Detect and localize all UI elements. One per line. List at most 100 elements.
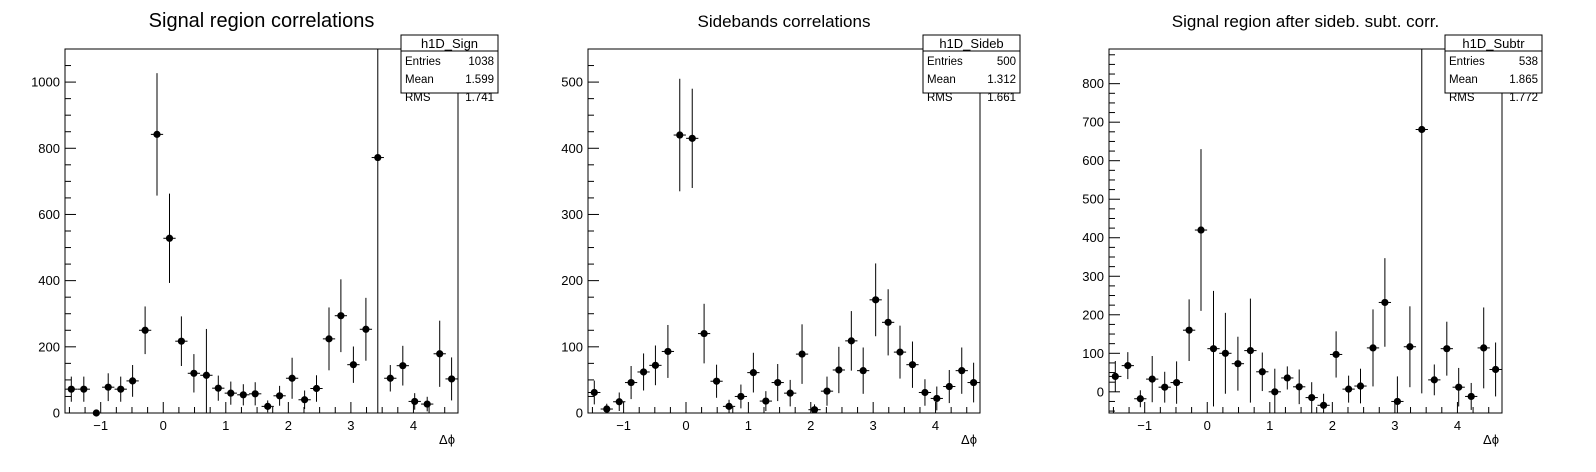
data-point bbox=[337, 312, 345, 320]
axes-frame: −1 0 1 2 3 4 0 100 200 300 400 500 bbox=[561, 48, 981, 433]
stats-entries-value: 538 bbox=[1519, 56, 1538, 68]
y-tick-label: 0 bbox=[576, 406, 583, 421]
y-tick-label: 600 bbox=[1082, 153, 1104, 168]
stats-mean-label: Mean bbox=[927, 74, 956, 86]
panel-subtracted: Signal region after sideb. subt. corr. −… bbox=[1082, 12, 1543, 447]
data-point bbox=[1209, 345, 1218, 353]
data-point bbox=[664, 347, 672, 356]
data-point bbox=[933, 394, 941, 403]
data-point bbox=[1430, 376, 1438, 384]
x-tick-label: 3 bbox=[870, 418, 877, 433]
x-tick-label: 0 bbox=[682, 418, 689, 433]
data-point bbox=[1332, 350, 1340, 359]
y-tick-label: 800 bbox=[38, 141, 60, 156]
data-point bbox=[884, 318, 892, 326]
x-tick-label: 1 bbox=[1266, 418, 1273, 433]
y-tick-label: 100 bbox=[561, 339, 583, 354]
stats-rms-label: RMS bbox=[405, 92, 431, 104]
chart-title: Signal region correlations bbox=[149, 10, 375, 32]
plot-frame bbox=[587, 48, 981, 414]
stats-mean-value: 1.599 bbox=[465, 74, 494, 86]
data-point bbox=[1185, 326, 1193, 334]
y-tick-label: 0 bbox=[1097, 384, 1104, 399]
stats-box-frame bbox=[400, 34, 499, 94]
data-point bbox=[1221, 349, 1229, 357]
stats-entries-value: 1038 bbox=[468, 56, 494, 68]
data-point bbox=[1197, 226, 1205, 234]
data-point bbox=[1381, 298, 1389, 307]
data-point bbox=[411, 397, 419, 406]
y-tick-label: 0 bbox=[53, 406, 60, 421]
data-point bbox=[1443, 345, 1451, 353]
y-tick-label: 200 bbox=[38, 339, 60, 354]
data-point bbox=[786, 389, 794, 397]
y-tick-label: 1000 bbox=[31, 75, 60, 90]
data-points bbox=[1109, 49, 1502, 413]
data-point bbox=[823, 387, 831, 395]
x-tick-label: −1 bbox=[1137, 418, 1152, 433]
data-point bbox=[590, 388, 598, 397]
stats-rms-value: 1.661 bbox=[987, 92, 1016, 104]
x-tick-label: 1 bbox=[745, 418, 752, 433]
stats-rms-label: RMS bbox=[927, 92, 953, 104]
plot-frame bbox=[64, 48, 459, 414]
data-point bbox=[921, 388, 929, 397]
y-tick-label: 300 bbox=[1082, 269, 1104, 284]
data-point bbox=[447, 375, 456, 383]
data-point bbox=[1234, 360, 1242, 368]
data-point bbox=[737, 392, 745, 401]
data-point bbox=[423, 400, 431, 408]
data-point bbox=[92, 409, 100, 417]
data-point bbox=[104, 383, 112, 391]
data-point bbox=[436, 350, 444, 358]
data-point bbox=[700, 329, 708, 338]
stats-box: h1D_Sign Entries 1038 Mean 1.599 RMS 1.7… bbox=[400, 34, 499, 104]
data-point bbox=[227, 389, 235, 397]
data-point bbox=[301, 396, 309, 404]
stats-mean-value: 1.865 bbox=[1509, 74, 1538, 86]
data-point bbox=[1136, 395, 1144, 403]
data-point bbox=[896, 348, 904, 356]
x-tick-label: 0 bbox=[160, 418, 167, 433]
data-point bbox=[712, 377, 721, 385]
data-point bbox=[1491, 365, 1500, 374]
stats-entries-label: Entries bbox=[405, 56, 441, 68]
data-point bbox=[676, 131, 684, 139]
data-point bbox=[615, 398, 623, 406]
data-point bbox=[1369, 344, 1377, 352]
data-point bbox=[80, 385, 88, 393]
data-point bbox=[312, 384, 321, 393]
data-point bbox=[1258, 368, 1266, 376]
data-point bbox=[970, 378, 978, 387]
stats-rms-value: 1.741 bbox=[465, 92, 494, 104]
data-point bbox=[1356, 382, 1365, 390]
x-axis-label: Δϕ bbox=[1483, 432, 1499, 447]
x-axis-label: Δϕ bbox=[439, 432, 455, 447]
data-point bbox=[835, 366, 843, 374]
data-point bbox=[153, 130, 161, 138]
y-tick-label: 500 bbox=[1082, 192, 1104, 207]
plot-frame bbox=[1108, 48, 1503, 414]
data-point bbox=[117, 385, 125, 393]
stats-mean-label: Mean bbox=[405, 74, 434, 86]
data-point bbox=[774, 378, 782, 387]
data-point bbox=[190, 369, 198, 377]
data-point bbox=[945, 382, 953, 391]
data-point bbox=[275, 392, 284, 400]
data-points bbox=[65, 49, 458, 417]
data-point bbox=[1124, 362, 1132, 370]
axes-frame: −1 0 1 2 3 4 0 100 200 300 400 500 600 700 800 bbox=[1082, 48, 1503, 433]
data-point bbox=[165, 234, 174, 242]
y-tick-label: 800 bbox=[1082, 76, 1104, 91]
stats-box: h1D_Sideb Entries 500 Mean 1.312 RMS 1.6… bbox=[922, 34, 1021, 104]
x-tick-label: 0 bbox=[1204, 418, 1211, 433]
y-tick-label: 200 bbox=[1082, 307, 1104, 322]
data-point bbox=[1246, 347, 1255, 355]
stats-name: h1D_Subtr bbox=[1462, 36, 1525, 51]
y-tick-label: 600 bbox=[38, 207, 60, 222]
data-point bbox=[872, 296, 880, 304]
data-point bbox=[749, 369, 757, 377]
y-tick-label: 300 bbox=[561, 207, 583, 222]
y-tick-label: 400 bbox=[1082, 230, 1104, 245]
